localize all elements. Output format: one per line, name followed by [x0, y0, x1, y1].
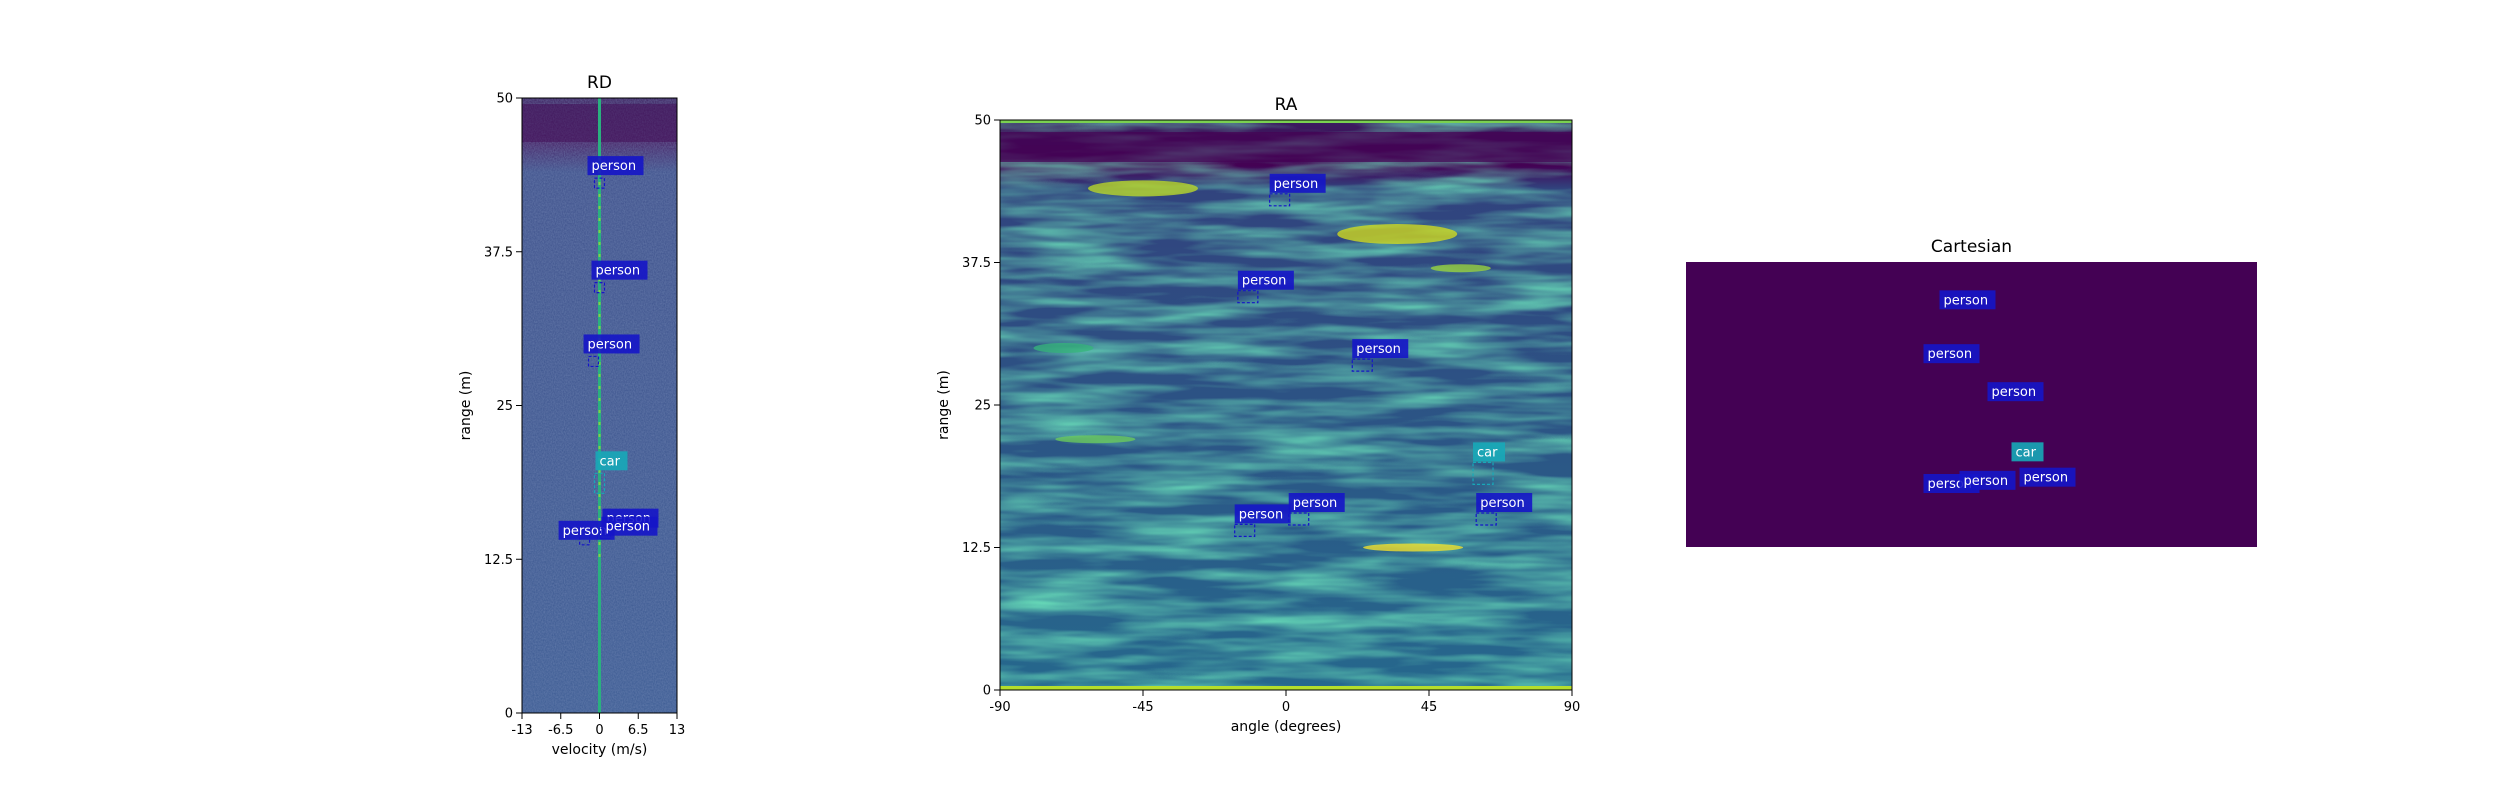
ra-y-tick-label: 12.5 — [962, 541, 991, 556]
rd-panel: RD personpersonpersoncarpersonpersonpers… — [458, 73, 685, 758]
rd-x-axis-label: velocity (m/s) — [552, 742, 648, 758]
ra-person-box — [1269, 193, 1291, 207]
cartesian-person-label: person — [2024, 471, 2069, 486]
cartesian-person-label-box — [1939, 290, 1996, 310]
ra-detections: person person person car person person person — [1234, 173, 1533, 538]
ra-heatmap — [1000, 120, 1572, 690]
cartesian-person-label-box — [1987, 382, 2044, 402]
rd-person-label: person — [563, 524, 608, 539]
ra-y-tick-label: 0 — [983, 684, 991, 699]
rd-heatmap — [522, 98, 677, 713]
rd-y-tick-label: 12.5 — [484, 553, 513, 568]
cartesian-person-label-box — [2019, 467, 2076, 487]
rd-y-axis-label: range (m) — [458, 371, 474, 441]
ra-bottom-edge — [1000, 686, 1572, 690]
rd-person-box — [593, 177, 606, 189]
cartesian-person-label-box — [1959, 470, 2016, 490]
ra-person-label-box — [1269, 173, 1326, 193]
ra-person-label-box — [1237, 270, 1294, 290]
cartesian-person-label-box — [1923, 344, 1980, 364]
ra-person-label: person — [1293, 496, 1338, 511]
cartesian-car-label-box — [2011, 442, 2044, 462]
ra-top-band — [1000, 132, 1572, 162]
ra-person-label-box — [1288, 493, 1345, 512]
ra-intensity-blob — [1088, 180, 1198, 197]
ra-person-label-box — [1234, 504, 1291, 524]
ra-car-box — [1472, 461, 1494, 485]
ra-x-tick-label: -90 — [989, 700, 1010, 715]
rd-car-box — [593, 472, 606, 494]
rd-person-label: person — [596, 264, 641, 279]
ra-y-axis-label: range (m) — [936, 370, 952, 440]
cartesian-background — [1686, 262, 2257, 547]
ra-person-box — [1351, 358, 1373, 372]
rd-person-label: person — [588, 337, 633, 352]
rd-person-box — [593, 282, 606, 294]
rd-x-tick-label: 6.5 — [628, 723, 649, 738]
rd-car-label: car — [600, 454, 621, 469]
ra-person-box — [1237, 290, 1259, 304]
cartesian-title: Cartesian — [1931, 237, 2012, 257]
ra-x-tick-label: -45 — [1132, 700, 1153, 715]
ra-person-label-box — [1476, 493, 1533, 512]
ra-intensity-blob — [1430, 264, 1491, 273]
ra-streaks — [1000, 120, 1572, 690]
rd-person-box — [587, 355, 600, 368]
rd-x-tick-label: 13 — [669, 723, 686, 738]
rd-person-label: person — [605, 520, 650, 535]
cartesian-panel: Cartesian person person person person person… — [1686, 237, 2257, 547]
rd-person-label-box — [587, 156, 644, 176]
ra-intensity-blob — [1363, 543, 1464, 552]
cartesian-person-label: person — [1944, 293, 1989, 308]
cartesian-person-label: person — [1992, 385, 2037, 400]
ra-person-label-box — [1352, 339, 1409, 359]
ra-car-label: car — [1477, 445, 1498, 460]
ra-car-label-box — [1473, 442, 1506, 462]
ra-person-label: person — [1356, 342, 1401, 357]
ra-person-box — [1288, 512, 1310, 526]
ra-x-tick-label: 45 — [1421, 700, 1438, 715]
ra-intensity-blob — [1033, 343, 1094, 353]
ra-person-label: person — [1239, 507, 1284, 522]
rd-x-tick-label: 0 — [595, 723, 603, 738]
ra-x-tick-label: 0 — [1282, 700, 1290, 715]
ra-person-label: person — [1242, 274, 1287, 289]
rd-person-label: person — [592, 159, 637, 174]
ra-person-label: person — [1274, 177, 1319, 192]
ra-title: RA — [1275, 95, 1298, 115]
ra-x-axis-label: angle (degrees) — [1231, 719, 1342, 735]
ra-axes: 0 12.5 25 37.5 50 -90 -45 0 45 90 — [962, 114, 1580, 716]
ra-y-tick-label: 25 — [974, 399, 991, 414]
rd-x-tick-label: -13 — [511, 723, 532, 738]
cartesian-person-label: person — [1964, 474, 2009, 489]
rd-person-label-box — [601, 516, 658, 536]
ra-intensity-blob — [1337, 224, 1458, 244]
ra-y-tick-label: 50 — [974, 114, 991, 129]
ra-intensity-blob — [1055, 435, 1136, 444]
rd-y-tick-label: 50 — [496, 92, 513, 107]
rd-person-label-box — [591, 260, 648, 280]
rd-y-tick-label: 0 — [505, 707, 513, 722]
cartesian-person-label: person — [1928, 347, 1973, 362]
ra-x-tick-label: 90 — [1564, 700, 1581, 715]
rd-y-tick-label: 25 — [496, 399, 513, 414]
rd-axes: 0 12.5 25 37.5 50 -13 -6.5 0 6.5 13 — [484, 92, 685, 739]
cartesian-car-label: car — [2016, 445, 2037, 460]
rd-x-tick-label: -6.5 — [548, 723, 573, 738]
rd-y-tick-label: 37.5 — [484, 245, 513, 260]
rd-title: RD — [587, 73, 612, 93]
ra-person-label: person — [1480, 496, 1525, 511]
rd-car-label-box — [595, 451, 628, 471]
ra-person-box — [1234, 523, 1256, 538]
ra-person-box — [1475, 512, 1497, 526]
rd-person-label-box — [583, 334, 640, 354]
ra-top-edge — [1000, 120, 1572, 123]
ra-y-tick-label: 37.5 — [962, 256, 991, 271]
rd-person-label-box — [558, 520, 615, 540]
